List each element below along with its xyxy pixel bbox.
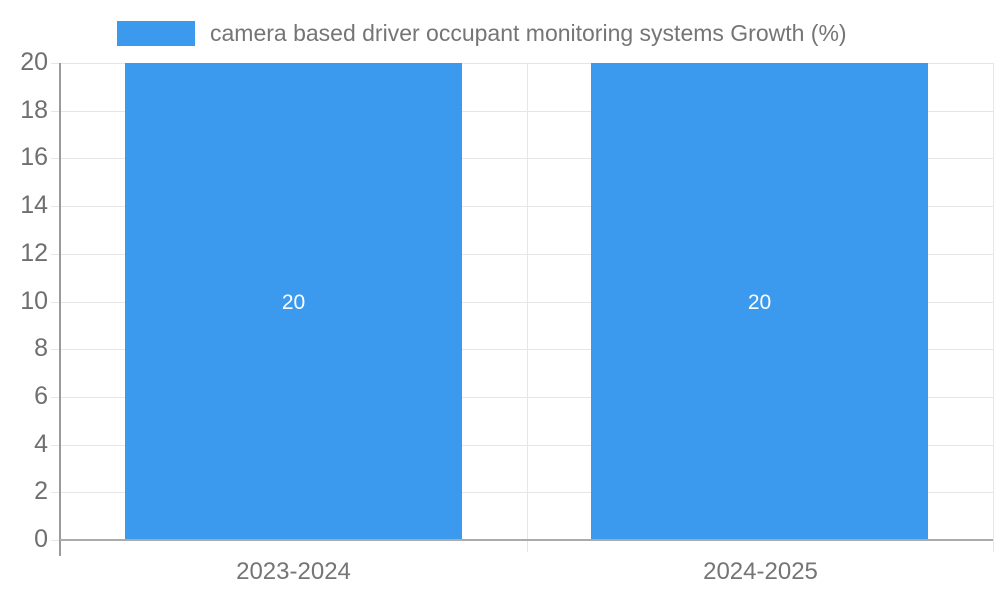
gridline-y: [60, 492, 993, 493]
y-tick-label: 12: [20, 239, 48, 267]
y-tick-mark: [51, 206, 60, 207]
y-tick-mark: [51, 111, 60, 112]
y-tick-label: 14: [20, 191, 48, 219]
legend-swatch: [117, 20, 195, 46]
y-tick-label: 6: [34, 382, 48, 410]
y-tick-label: 4: [34, 430, 48, 458]
gridline-y: [60, 302, 993, 303]
bar-value-label: 20: [747, 291, 772, 314]
x-axis-line: [60, 539, 993, 541]
gridline-y: [60, 349, 993, 350]
y-tick-label: 8: [34, 334, 48, 362]
y-tick-mark: [51, 63, 60, 64]
y-tick-label: 20: [20, 48, 48, 76]
y-tick-label: 0: [34, 525, 48, 553]
bar-value-label: 20: [281, 291, 306, 314]
legend: camera based driver occupant monitoring …: [117, 18, 847, 48]
y-tick-mark: [51, 492, 60, 493]
y-tick-label: 2: [34, 477, 48, 505]
x-axis-label: 2024-2025: [703, 558, 818, 585]
gridline-y: [60, 397, 993, 398]
gridline-y: [60, 445, 993, 446]
gridline-y: [60, 63, 993, 64]
y-tick-label: 18: [20, 96, 48, 124]
y-tick-mark: [51, 254, 60, 255]
y-tick-mark: [51, 540, 60, 541]
y-axis-line: [59, 63, 61, 556]
gridline-x: [993, 63, 994, 552]
y-tick-mark: [51, 349, 60, 350]
gridline-y: [60, 158, 993, 159]
y-tick-label: 10: [20, 287, 48, 315]
bar: [125, 63, 462, 540]
y-tick-mark: [51, 158, 60, 159]
gridline-y: [60, 111, 993, 112]
y-tick-mark: [51, 397, 60, 398]
legend-label: camera based driver occupant monitoring …: [210, 19, 847, 46]
y-tick-label: 16: [20, 143, 48, 171]
gridline-y: [60, 254, 993, 255]
bar: [591, 63, 928, 540]
gridline-x: [527, 63, 528, 552]
y-tick-mark: [51, 302, 60, 303]
x-axis-label: 2023-2024: [236, 558, 351, 585]
y-tick-mark: [51, 445, 60, 446]
gridline-y: [60, 206, 993, 207]
